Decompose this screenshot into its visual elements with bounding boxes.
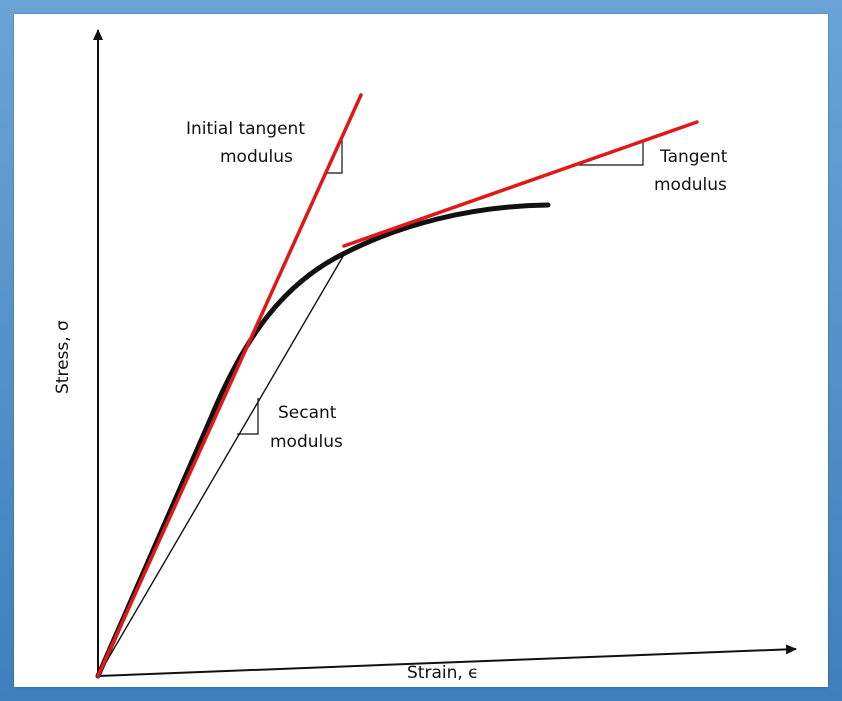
tangent-slope-marker — [578, 140, 644, 166]
secant-label-line2: modulus — [270, 432, 343, 452]
initial-tangent-slope-marker — [326, 137, 343, 174]
tangent-line — [342, 120, 699, 248]
x-axis-label: Strain, ϵ — [407, 663, 479, 683]
y-axis-label: Stress, σ — [53, 320, 73, 394]
secant-line — [97, 252, 346, 677]
secant-slope-marker — [237, 398, 259, 435]
initial-tangent-label-line1: Initial tangent — [186, 119, 305, 139]
secant-label-line1: Secant — [278, 403, 337, 423]
initial-tangent-label-line2: modulus — [220, 147, 293, 167]
tangent-label-line1: Tangent — [659, 147, 728, 167]
tangent-label-line2: modulus — [654, 175, 727, 195]
x-axis — [97, 644, 797, 677]
initial-tangent-line — [96, 93, 363, 678]
diagram-panel — [14, 14, 828, 687]
